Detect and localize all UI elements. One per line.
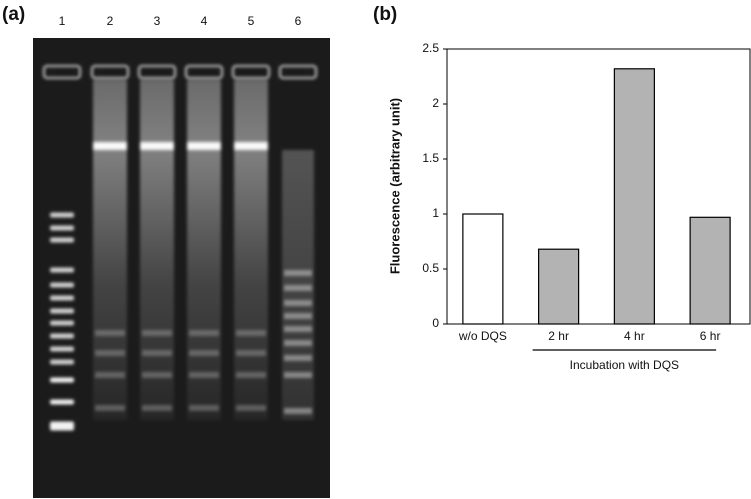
group-label: Incubation with DQS (570, 358, 679, 372)
ladder-band (50, 225, 74, 231)
band (95, 372, 125, 378)
band (284, 408, 312, 414)
y-tick-label: 0.5 (422, 261, 439, 275)
band (93, 142, 127, 150)
ladder-band (50, 237, 74, 243)
band (95, 330, 125, 336)
x-tick-label: 2 hr (548, 329, 569, 343)
band (234, 142, 268, 150)
band (284, 372, 312, 378)
ladder-band (50, 359, 74, 365)
band (284, 313, 312, 319)
well (138, 65, 176, 79)
lane-label: 6 (295, 14, 302, 28)
band (142, 405, 172, 411)
y-tick-label: 1.5 (422, 151, 439, 165)
gel (33, 38, 330, 498)
y-tick-label: 2.5 (422, 41, 439, 55)
ladder-band (50, 308, 74, 314)
y-tick-label: 1 (432, 206, 439, 220)
band (284, 300, 312, 306)
band (236, 350, 266, 356)
lane-label: 1 (59, 14, 66, 28)
band (142, 350, 172, 356)
band (284, 340, 312, 346)
ladder-band (50, 282, 74, 288)
ladder-band (50, 399, 74, 405)
ladder-band (50, 377, 74, 383)
band (189, 372, 219, 378)
ladder-band (50, 333, 74, 339)
smear (187, 80, 221, 420)
band (140, 142, 174, 150)
band (189, 350, 219, 356)
panel-label: (a) (2, 4, 25, 25)
band (284, 285, 312, 291)
band (284, 355, 312, 361)
band (187, 142, 221, 150)
ladder-band (50, 267, 74, 273)
y-tick-label: 2 (432, 96, 439, 110)
band (284, 270, 312, 276)
band (95, 350, 125, 356)
bar (462, 213, 504, 325)
band (284, 326, 312, 332)
panel-label: (b) (373, 4, 397, 25)
lane-label: 2 (107, 14, 114, 28)
band (236, 330, 266, 336)
smear (140, 80, 174, 420)
smear (93, 80, 127, 420)
band (95, 405, 125, 411)
ladder-band (50, 295, 74, 301)
x-tick-label: w/o DQS (458, 329, 507, 343)
band (142, 330, 172, 336)
lane-label: 3 (154, 14, 161, 28)
bar (538, 248, 580, 325)
band (142, 372, 172, 378)
y-axis-label: Fluorescence (arbitrary unit) (387, 98, 402, 274)
band (236, 405, 266, 411)
ladder-band (50, 212, 74, 218)
plot-frame (446, 48, 751, 325)
ladder-band (50, 346, 74, 352)
ladder-band (50, 320, 74, 326)
smear (234, 80, 268, 420)
band (189, 330, 219, 336)
well (279, 65, 317, 79)
ladder-band (50, 421, 74, 431)
well (91, 65, 129, 79)
well (232, 65, 270, 79)
x-tick-label: 6 hr (700, 329, 721, 343)
lane-label: 4 (201, 14, 208, 28)
well (43, 65, 81, 79)
bar (613, 68, 655, 325)
band (189, 405, 219, 411)
x-tick-label: 4 hr (624, 329, 645, 343)
band (236, 372, 266, 378)
lane-label: 5 (248, 14, 255, 28)
well (185, 65, 223, 79)
y-tick-label: 0 (432, 316, 439, 330)
bar (689, 216, 731, 325)
